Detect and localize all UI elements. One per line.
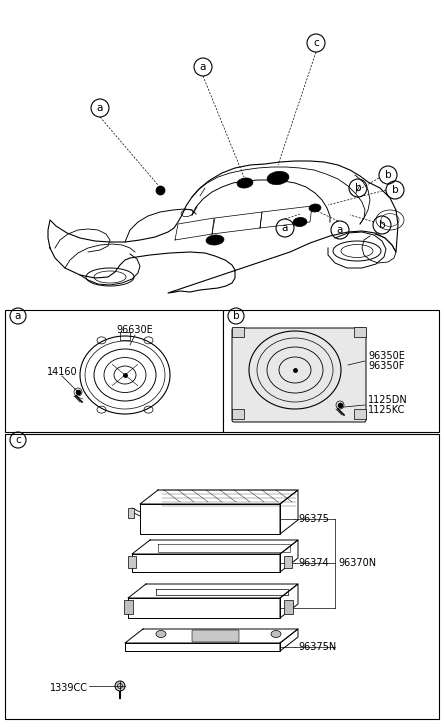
Ellipse shape	[271, 630, 281, 638]
Text: 14160: 14160	[47, 367, 77, 377]
Polygon shape	[140, 504, 280, 534]
Text: 96370N: 96370N	[338, 558, 376, 569]
Text: b: b	[233, 311, 239, 321]
Text: 96350E: 96350E	[368, 351, 405, 361]
Ellipse shape	[293, 217, 307, 227]
Ellipse shape	[267, 172, 289, 185]
Text: 1125KC: 1125KC	[368, 405, 405, 415]
Polygon shape	[280, 629, 298, 651]
Bar	[5, 434, 439, 719]
Polygon shape	[280, 540, 298, 572]
Polygon shape	[132, 554, 280, 572]
Bar	[354, 327, 366, 337]
Bar	[5, 310, 223, 432]
FancyBboxPatch shape	[232, 328, 366, 422]
Polygon shape	[125, 629, 298, 643]
Ellipse shape	[237, 178, 253, 188]
Ellipse shape	[206, 235, 224, 245]
Text: c: c	[15, 435, 21, 445]
Bar	[284, 600, 293, 614]
FancyBboxPatch shape	[192, 630, 239, 642]
Circle shape	[115, 681, 125, 691]
Polygon shape	[128, 598, 280, 618]
Polygon shape	[280, 490, 298, 534]
Bar	[120, 332, 130, 340]
Text: a: a	[97, 103, 103, 113]
Text: b: b	[379, 220, 385, 230]
Bar	[128, 508, 134, 518]
Text: 1339CC: 1339CC	[50, 683, 88, 693]
Polygon shape	[128, 584, 298, 598]
Text: 1125DN: 1125DN	[368, 395, 408, 405]
Bar	[232, 327, 244, 337]
Text: a: a	[282, 223, 288, 233]
Ellipse shape	[156, 630, 166, 638]
Polygon shape	[125, 643, 280, 651]
Text: b: b	[385, 170, 391, 180]
Bar	[354, 409, 366, 419]
Text: a: a	[15, 311, 21, 321]
Ellipse shape	[309, 204, 321, 212]
Text: 96630E: 96630E	[117, 325, 153, 335]
Polygon shape	[132, 540, 298, 554]
Bar	[232, 409, 244, 419]
Text: 96375N: 96375N	[298, 642, 336, 652]
Bar	[284, 556, 292, 568]
Text: 96375: 96375	[298, 514, 329, 524]
Text: c: c	[313, 38, 319, 48]
Text: a: a	[200, 62, 206, 72]
Polygon shape	[140, 490, 298, 504]
Text: a: a	[337, 225, 343, 235]
Text: b: b	[392, 185, 398, 195]
Bar	[223, 310, 439, 432]
Text: 96350F: 96350F	[368, 361, 404, 371]
Bar	[124, 600, 133, 614]
Polygon shape	[280, 584, 298, 618]
Bar	[128, 556, 136, 568]
Text: b: b	[355, 183, 361, 193]
Text: 96374: 96374	[298, 558, 329, 568]
